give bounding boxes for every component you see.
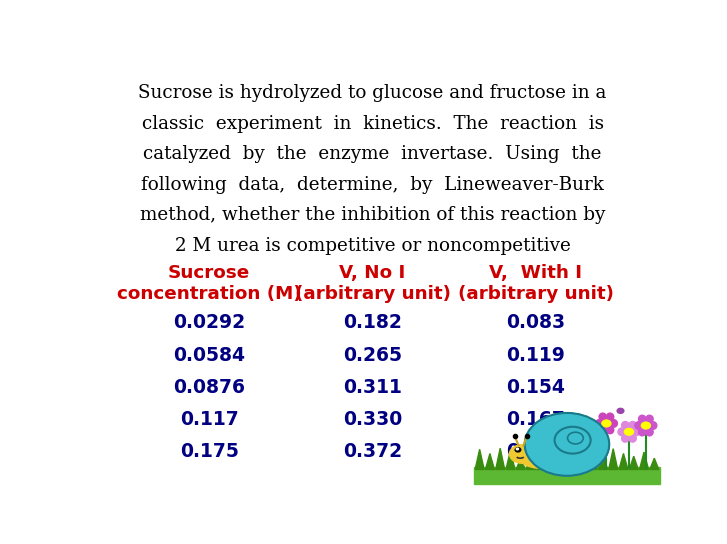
Text: 0.117: 0.117 [180, 410, 238, 429]
Ellipse shape [599, 426, 606, 434]
Text: 0.0292: 0.0292 [173, 313, 245, 332]
Ellipse shape [638, 428, 646, 436]
Ellipse shape [577, 419, 584, 427]
Text: V, No I: V, No I [340, 264, 406, 282]
Ellipse shape [587, 426, 595, 434]
Polygon shape [640, 452, 648, 469]
Text: 0.330: 0.330 [343, 410, 402, 429]
Text: Sucrose is hydrolyzed to glucose and fructose in a: Sucrose is hydrolyzed to glucose and fru… [138, 84, 607, 102]
Polygon shape [486, 454, 494, 469]
Circle shape [516, 448, 518, 450]
Ellipse shape [522, 453, 578, 469]
Text: 0.265: 0.265 [343, 345, 402, 364]
Polygon shape [630, 456, 638, 469]
Polygon shape [474, 467, 660, 484]
Ellipse shape [632, 428, 640, 436]
Circle shape [624, 429, 633, 435]
Ellipse shape [599, 413, 606, 421]
Polygon shape [650, 458, 659, 469]
Ellipse shape [622, 422, 629, 429]
Polygon shape [578, 454, 587, 469]
Text: (arbitrary unit): (arbitrary unit) [458, 285, 614, 303]
Text: 0.182: 0.182 [343, 313, 402, 332]
Text: 2 M urea is competitive or noncompetitive: 2 M urea is competitive or noncompetitiv… [174, 237, 571, 255]
Circle shape [525, 413, 609, 476]
Polygon shape [537, 449, 546, 469]
Ellipse shape [577, 432, 584, 440]
Ellipse shape [584, 419, 591, 427]
Ellipse shape [638, 415, 646, 423]
Ellipse shape [595, 419, 603, 427]
Text: Sucrose: Sucrose [168, 264, 250, 282]
Circle shape [515, 448, 521, 452]
Polygon shape [516, 458, 525, 469]
Text: 0.154: 0.154 [507, 378, 566, 397]
Text: catalyzed  by  the  enzyme  invertase.  Using  the: catalyzed by the enzyme invertase. Using… [143, 145, 602, 163]
Polygon shape [598, 451, 608, 469]
Ellipse shape [606, 426, 614, 434]
Ellipse shape [610, 419, 617, 427]
Ellipse shape [649, 422, 656, 429]
Ellipse shape [584, 432, 591, 440]
Ellipse shape [646, 428, 653, 436]
Circle shape [579, 426, 588, 433]
Polygon shape [506, 450, 515, 469]
Polygon shape [558, 458, 566, 469]
Text: 0.311: 0.311 [343, 378, 402, 397]
Text: 0.119: 0.119 [507, 345, 566, 364]
Ellipse shape [618, 428, 625, 436]
Text: 0.0876: 0.0876 [173, 378, 245, 397]
Text: classic  experiment  in  kinetics.  The  reaction  is: classic experiment in kinetics. The reac… [142, 115, 603, 133]
Ellipse shape [629, 422, 636, 429]
Text: V,  With I: V, With I [489, 264, 582, 282]
Ellipse shape [622, 435, 629, 442]
Text: 0.167: 0.167 [507, 410, 566, 429]
Text: 0.083: 0.083 [507, 313, 566, 332]
Polygon shape [608, 449, 618, 469]
Text: (arbitrary unit): (arbitrary unit) [294, 285, 451, 303]
Text: following  data,  determine,  by  Lineweaver-Burk: following data, determine, by Lineweaver… [141, 176, 604, 194]
Polygon shape [619, 454, 628, 469]
Text: 0.175: 0.175 [180, 442, 238, 461]
Ellipse shape [635, 422, 642, 429]
Circle shape [617, 409, 624, 413]
Polygon shape [526, 447, 536, 469]
Polygon shape [588, 447, 597, 469]
Polygon shape [568, 453, 577, 469]
Text: 0.0584: 0.0584 [173, 345, 245, 364]
Ellipse shape [573, 426, 580, 434]
Ellipse shape [646, 415, 653, 423]
Text: 0.372: 0.372 [343, 442, 402, 461]
Ellipse shape [606, 413, 614, 421]
Polygon shape [496, 448, 505, 469]
Circle shape [602, 420, 611, 427]
Circle shape [641, 422, 651, 429]
Text: method, whether the inhibition of this reaction by: method, whether the inhibition of this r… [140, 206, 606, 225]
Polygon shape [475, 449, 484, 469]
Text: concentration (M): concentration (M) [117, 285, 302, 303]
Circle shape [510, 445, 534, 463]
Ellipse shape [629, 435, 636, 442]
Polygon shape [547, 449, 556, 469]
Text: 0.192: 0.192 [507, 442, 566, 461]
